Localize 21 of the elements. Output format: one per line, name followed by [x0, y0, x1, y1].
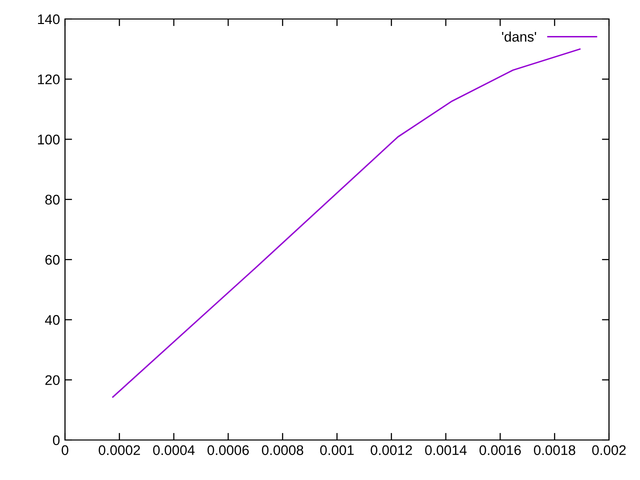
- line-series: [112, 48, 581, 398]
- x-tick-label: 0.0004: [153, 445, 195, 456]
- y-tick-label: 0: [52, 435, 60, 446]
- x-tick-label: 0.0014: [425, 445, 467, 456]
- x-tick-label: 0.0008: [262, 445, 304, 456]
- y-tick-label: 80: [45, 194, 60, 205]
- y-tick-label: 100: [38, 134, 60, 144]
- y-tick-label: 140: [38, 14, 60, 24]
- x-tick-label: 0.0018: [534, 445, 576, 456]
- legend-label: 'dans': [502, 32, 536, 42]
- y-tick-label: 20: [45, 375, 60, 386]
- x-tick-label: 0: [62, 445, 68, 456]
- x-tick-label: 0.0002: [98, 445, 140, 456]
- x-tick-label: 0.0016: [480, 445, 521, 456]
- y-tick-label: 60: [45, 254, 60, 265]
- y-tick-label: 120: [38, 74, 60, 84]
- y-tick-label: 40: [45, 315, 60, 325]
- x-tick-label: 0.0012: [370, 445, 412, 456]
- x-tick-label: 0.002: [592, 445, 626, 456]
- x-tick-label: 0.0006: [208, 445, 249, 456]
- x-tick-label: 0.001: [320, 445, 354, 456]
